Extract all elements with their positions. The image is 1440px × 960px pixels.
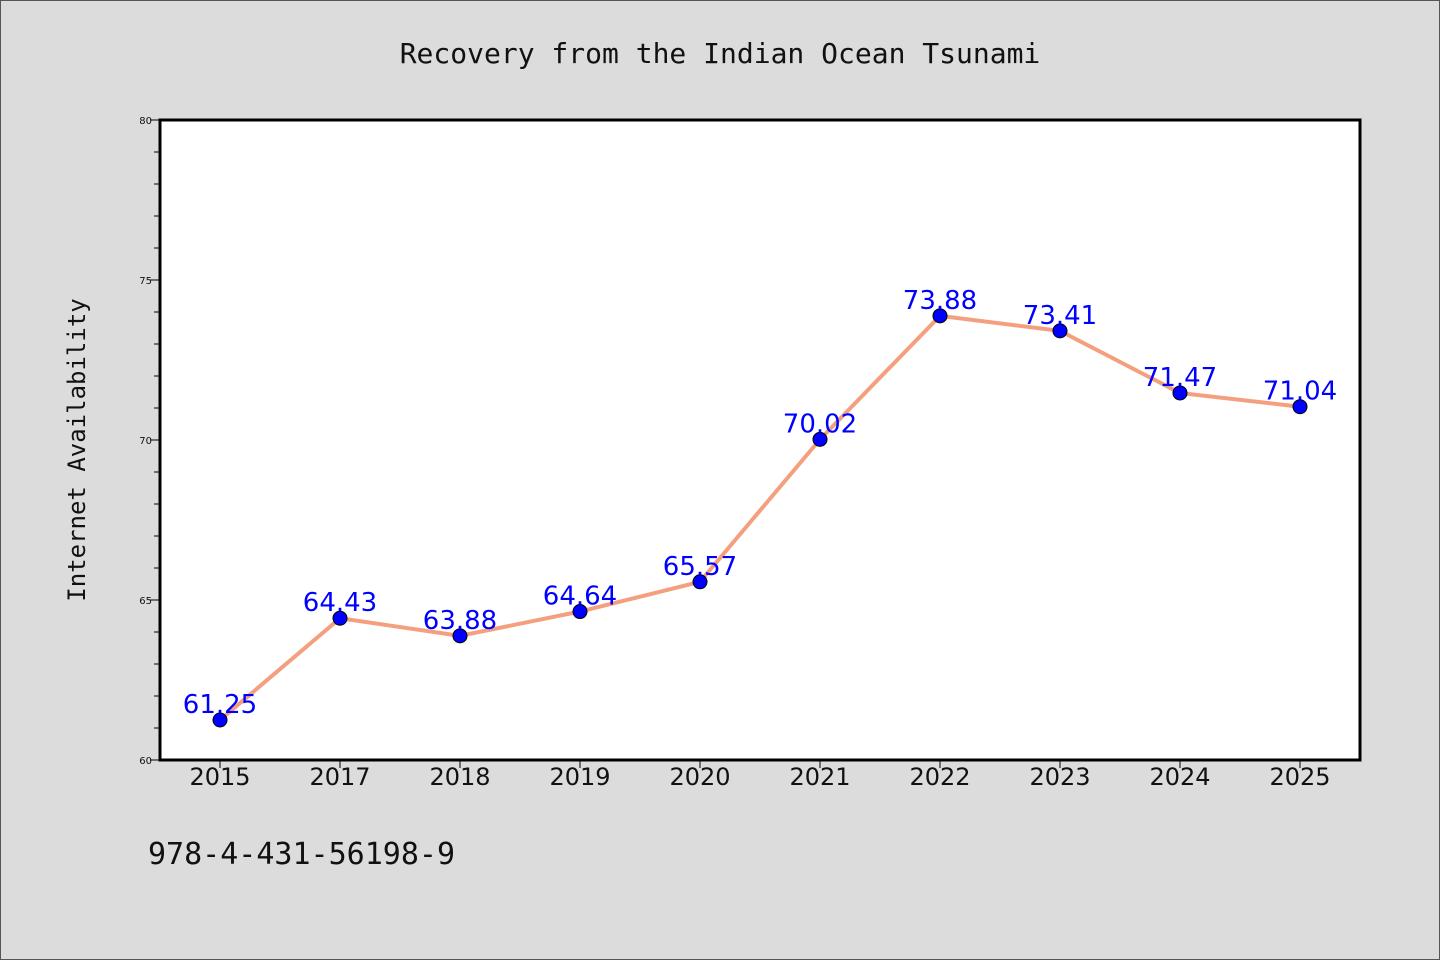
x-tick-label: 2017	[309, 763, 370, 791]
plot-area	[158, 118, 1362, 762]
data-point	[932, 308, 948, 324]
y-axis-label: Internet Availability	[63, 298, 91, 601]
chart-title: Recovery from the Indian Ocean Tsunami	[400, 37, 1041, 70]
data-point	[1172, 385, 1188, 401]
y-axis: 60 65 70 75 80	[139, 116, 160, 767]
data-label: 71.47	[1143, 363, 1217, 393]
x-tick-label: 2022	[909, 763, 970, 791]
points-group	[212, 308, 1308, 728]
data-point	[812, 431, 828, 447]
data-point	[1052, 323, 1068, 339]
y-tick-label: 80	[139, 116, 152, 127]
x-tick-label: 2019	[549, 763, 610, 791]
data-label: 65.57	[663, 552, 737, 582]
data-point	[572, 604, 588, 620]
x-tick-label: 2021	[789, 763, 850, 791]
x-tick-label: 2015	[189, 763, 250, 791]
x-axis: 2015 2017 2018 2019 2020 2021 2022 2023 2024 2025	[189, 760, 1331, 791]
data-label: 73.88	[903, 286, 977, 316]
data-label: 70.02	[783, 409, 857, 439]
x-tick-label: 2025	[1269, 763, 1330, 791]
data-label: 64.43	[303, 588, 377, 618]
series-line	[218, 313, 1302, 722]
data-point	[212, 712, 228, 728]
data-point	[332, 610, 348, 626]
x-tick-label: 2018	[429, 763, 490, 791]
series-group	[218, 313, 1302, 722]
footer-code: 978-4-431-56198-9	[148, 837, 455, 872]
data-point	[1292, 399, 1308, 415]
data-label: 64.64	[543, 582, 617, 612]
data-label: 73.41	[1023, 301, 1097, 331]
y-tick-label: 75	[139, 276, 152, 287]
data-label: 63.88	[423, 606, 497, 636]
y-tick-label: 60	[139, 756, 152, 767]
y-tick-label: 65	[139, 596, 152, 607]
x-tick-label: 2024	[1149, 763, 1210, 791]
data-label: 61.25	[183, 690, 257, 720]
data-label: 71.04	[1263, 377, 1337, 407]
data-point	[452, 628, 468, 644]
y-tick-label: 70	[139, 436, 152, 447]
x-tick-label: 2023	[1029, 763, 1090, 791]
x-tick-label: 2020	[669, 763, 730, 791]
data-labels: 61.25 64.43 63.88 64.64 65.57 70.02 73.88 73.41…	[183, 286, 1337, 720]
data-point	[692, 574, 708, 590]
